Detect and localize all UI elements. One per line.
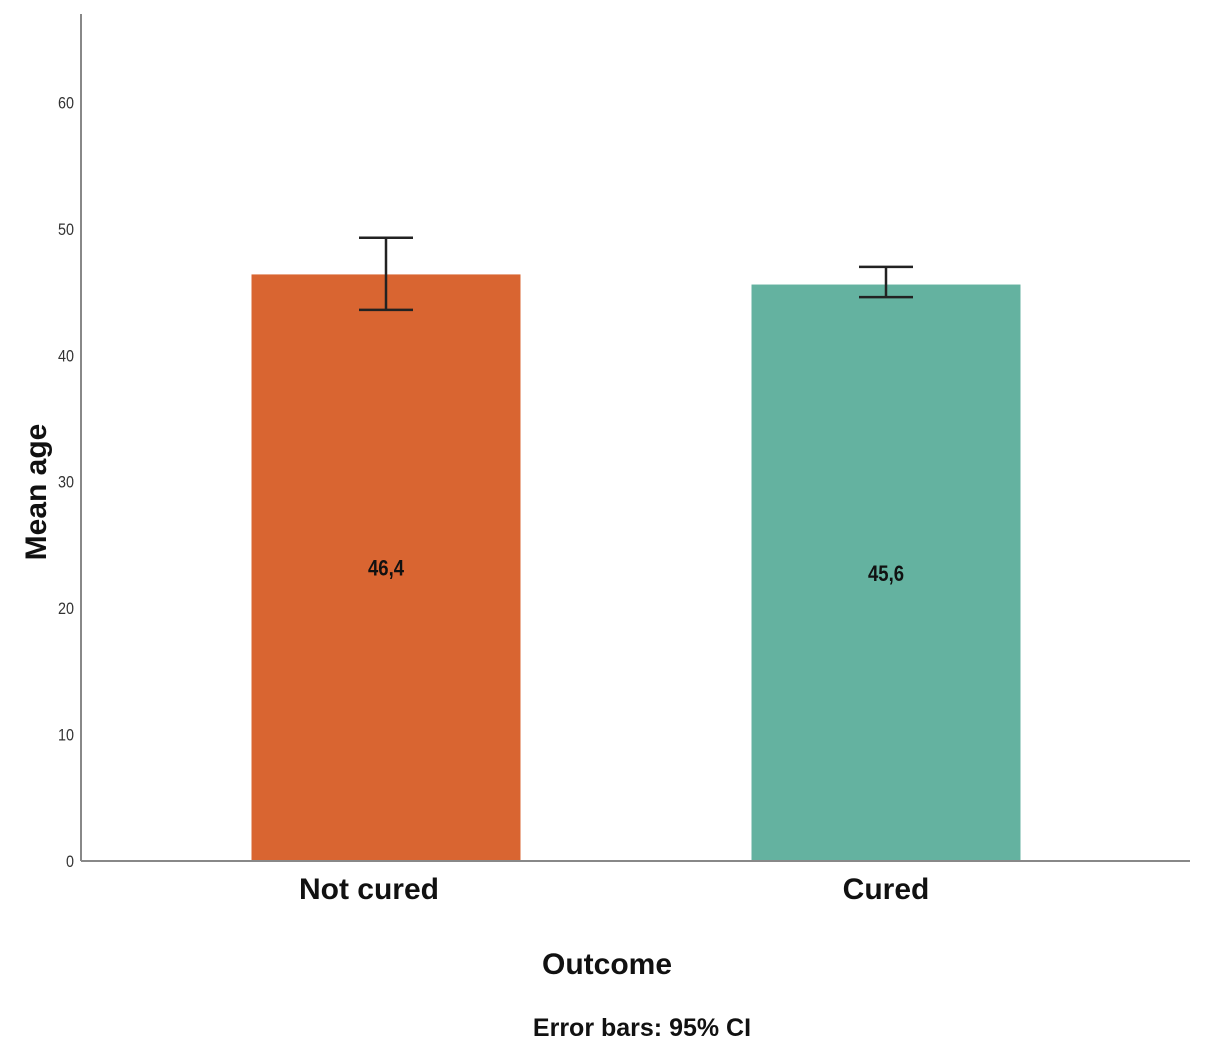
data-label: 45,6 <box>868 561 904 586</box>
y-tick-label: 60 <box>58 93 74 112</box>
x-tick-label: Not cured <box>299 873 439 906</box>
y-axis-label: Mean age <box>20 424 53 561</box>
x-tick-label: Cured <box>843 873 930 906</box>
y-tick-label: 40 <box>58 346 74 365</box>
y-tick-label: 30 <box>58 473 74 492</box>
y-tick-label: 20 <box>58 599 74 618</box>
error-bar <box>359 236 413 312</box>
error-bar <box>859 265 913 299</box>
data-label: 46,4 <box>368 556 405 581</box>
bar-not-cured <box>251 274 521 861</box>
y-tick-label: 50 <box>58 220 74 239</box>
bar-cured <box>751 284 1021 862</box>
y-tick-label: 0 <box>66 852 74 871</box>
error-bar-note: Error bars: 95% CI <box>533 1014 751 1042</box>
x-axis-label: Outcome <box>542 948 672 981</box>
y-tick-label: 10 <box>58 726 74 745</box>
